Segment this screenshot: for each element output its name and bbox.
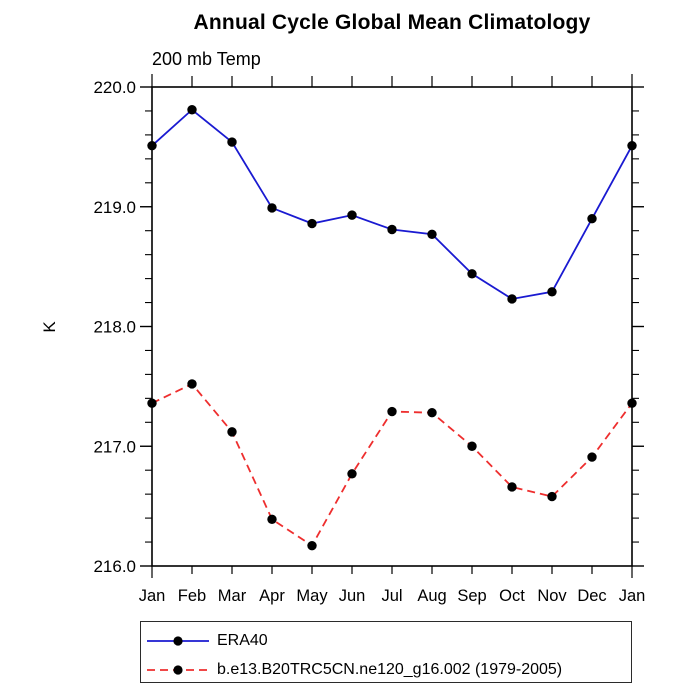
data-point-era40-Feb — [187, 105, 197, 115]
x-tick-label: Jul — [381, 587, 402, 605]
era40-sample-marker-icon — [173, 635, 183, 646]
data-point-era40-Dec — [587, 214, 597, 224]
data-point-model-Jan — [627, 398, 637, 408]
y-tick-label: 219.0 — [93, 198, 136, 217]
data-point-model-Jun — [347, 469, 357, 479]
data-point-era40-Aug — [427, 229, 437, 239]
data-point-era40-Sep — [467, 269, 477, 279]
legend-label-era40: ERA40 — [217, 631, 268, 649]
data-point-era40-Jul — [387, 224, 397, 235]
x-tick-label: May — [296, 587, 328, 605]
y-tick-label: 217.0 — [93, 437, 136, 456]
chart-title: Annual Cycle Global Mean Climatology — [193, 11, 591, 34]
x-tick-label: Feb — [178, 587, 206, 605]
series-line-era40 — [151, 108, 633, 300]
x-tick-label: Jun — [339, 587, 366, 605]
era40-line-sample-icon — [147, 635, 209, 646]
y-tick-label: 216.0 — [93, 557, 136, 576]
data-point-era40-Oct — [507, 294, 517, 304]
model-sample-marker-icon — [173, 664, 183, 675]
data-point-model-Oct — [507, 482, 517, 492]
data-point-model-Apr — [267, 514, 277, 524]
x-tick-label: Jan — [139, 587, 166, 605]
model-line-sample-icon — [147, 664, 209, 675]
x-tick-label: Aug — [417, 587, 446, 605]
x-tick-label: Jan — [619, 587, 646, 605]
data-point-model-Jul — [387, 406, 397, 417]
y-tick-label: 218.0 — [93, 318, 136, 337]
data-point-era40-Jan — [147, 140, 157, 151]
x-tick-label: Mar — [218, 587, 247, 605]
x-tick-label: Nov — [537, 587, 567, 605]
legend-label-model: b.e13.B20TRC5CN.ne120_g16.002 (1979-2005… — [217, 660, 563, 678]
chart-subtitle: 200 mb Temp — [152, 49, 261, 69]
x-tick-label: Oct — [499, 587, 525, 605]
data-point-model-Mar — [227, 427, 237, 437]
legend-item-model: b.e13.B20TRC5CN.ne120_g16.002 (1979-2005… — [141, 655, 631, 684]
legend: ERA40 b.e13.B20TRC5CN.ne120_g16.002 (197… — [140, 621, 632, 683]
data-point-era40-Apr — [267, 203, 277, 213]
data-point-era40-Nov — [547, 287, 557, 297]
plot-frame — [151, 86, 633, 567]
data-point-model-Aug — [427, 408, 437, 418]
x-tick-label: Dec — [577, 587, 606, 605]
data-point-model-Jan — [147, 398, 157, 408]
x-tick-label: Apr — [259, 587, 285, 605]
data-point-era40-May — [307, 218, 317, 229]
data-point-model-Dec — [587, 452, 597, 462]
data-point-era40-Jan — [627, 140, 637, 151]
data-point-model-Feb — [187, 379, 197, 389]
data-point-model-May — [307, 540, 317, 551]
data-point-era40-Mar — [227, 137, 237, 147]
data-point-model-Nov — [547, 491, 557, 502]
legend-item-era40: ERA40 — [141, 626, 631, 655]
data-point-era40-Jun — [347, 210, 357, 220]
y-tick-label: 220.0 — [93, 78, 136, 97]
x-tick-label: Sep — [457, 587, 486, 605]
data-point-model-Sep — [467, 441, 477, 451]
